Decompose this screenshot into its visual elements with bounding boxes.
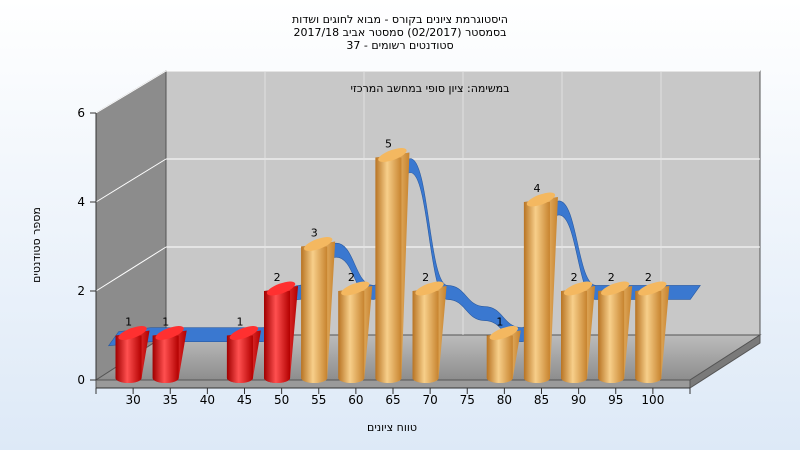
bar: 4	[523, 182, 558, 383]
bar: 2	[635, 271, 670, 383]
bar-cap	[489, 326, 519, 340]
bar-front	[375, 157, 402, 383]
gridline-side	[95, 246, 167, 292]
bar: 1	[115, 316, 150, 383]
x-tick-label: 65	[385, 393, 400, 407]
bar-front	[264, 291, 291, 383]
bar-front	[412, 291, 439, 383]
bar-value-label: 2	[571, 271, 578, 284]
bar-cap	[600, 281, 630, 296]
bar-cap	[155, 326, 184, 340]
x-tick-label: 75	[460, 393, 475, 407]
bar-cap	[563, 281, 593, 296]
bar-cap	[415, 281, 444, 296]
x-tick-label: 90	[571, 393, 586, 407]
y-axis: 0 2 4 6	[77, 106, 97, 387]
bar-front	[152, 335, 179, 383]
x-tick-label: 60	[348, 393, 363, 407]
bar-cap	[303, 237, 333, 251]
x-tick-label: 50	[274, 393, 289, 407]
bar: 2	[338, 271, 373, 383]
y-tick-label: 2	[77, 284, 85, 298]
bar-cap	[341, 281, 370, 296]
bar: 2	[598, 271, 633, 383]
y-tick-label: 0	[77, 373, 85, 387]
bar-cap	[266, 281, 296, 296]
chart-title-line-3: סטודנטים רשומים - 37	[346, 39, 453, 52]
x-axis-label: טווח ציונים	[367, 421, 417, 434]
gridlines	[95, 70, 760, 335]
bar: 5	[375, 138, 410, 383]
bar-front	[486, 335, 513, 383]
bar-value-label: 2	[422, 271, 429, 284]
x-tick-label: 40	[200, 393, 215, 407]
chart-title-line-1: היסטוגרמת ציונים בקורס - מבוא לחוגים ושד…	[292, 13, 508, 26]
bar-value-label: 1	[496, 316, 503, 329]
bar-value-label: 2	[645, 271, 652, 284]
bar-value-label: 2	[274, 271, 281, 284]
bar: 1	[152, 316, 187, 383]
bar-value-label: 5	[385, 138, 392, 151]
x-tick-label: 45	[237, 393, 252, 407]
bar: 1	[226, 316, 261, 383]
bar-cap	[638, 281, 667, 296]
x-axis: 30 35 40 45 50 55 60 65 70 75 80 85 90 95 100	[95, 387, 691, 407]
gridline-side	[95, 70, 167, 114]
x-tick-label: 95	[608, 393, 623, 407]
bar-front	[635, 291, 662, 383]
x-tick-label: 70	[422, 393, 437, 407]
bar-front	[301, 246, 328, 383]
y-axis-label: מספר סטודנטים	[30, 207, 43, 283]
bar-cap	[118, 326, 147, 340]
y-tick-label: 6	[77, 106, 85, 120]
bar-value-label: 2	[348, 271, 355, 284]
bar: 2	[561, 271, 596, 383]
bar-cap	[229, 326, 259, 340]
bar-front	[523, 202, 550, 383]
curve-ribbon	[107, 158, 701, 347]
y-tick-label: 4	[77, 195, 85, 209]
bar: 2	[264, 271, 299, 383]
bar-value-label: 2	[608, 271, 615, 284]
bar-front	[115, 335, 142, 383]
x-tick-label: 30	[125, 393, 140, 407]
bar-front	[226, 335, 253, 383]
bar-front	[338, 291, 365, 383]
x-tick-label: 55	[311, 393, 326, 407]
x-tick-label: 85	[534, 393, 549, 407]
x-tick-label: 100	[641, 393, 664, 407]
bars: 1 1 1 2 3 2 5 2 1 4 2 2 2	[115, 138, 670, 383]
bar: 1	[486, 316, 521, 383]
bar-value-label: 3	[311, 227, 318, 240]
bar-front	[598, 291, 625, 383]
bar-value-label: 1	[236, 316, 243, 329]
bar-value-label: 1	[162, 316, 169, 329]
bar: 3	[301, 227, 336, 383]
x-tick-label: 80	[497, 393, 512, 407]
distribution-curve	[107, 158, 701, 347]
x-tick-label: 35	[163, 393, 178, 407]
bar-front	[561, 291, 588, 383]
bar-value-label: 1	[125, 316, 132, 329]
bar-cap	[526, 192, 556, 207]
bar-value-label: 4	[533, 182, 540, 195]
bar: 2	[412, 271, 447, 383]
chart-subtitle: במשימה: ציון סופי במחשב המרכזי	[350, 82, 509, 95]
gridline-side	[95, 158, 167, 203]
bar-cap	[378, 148, 407, 162]
chart-title-line-2: בסמסטר (02/2017) סמסטר אביב 2017/18	[293, 26, 506, 39]
